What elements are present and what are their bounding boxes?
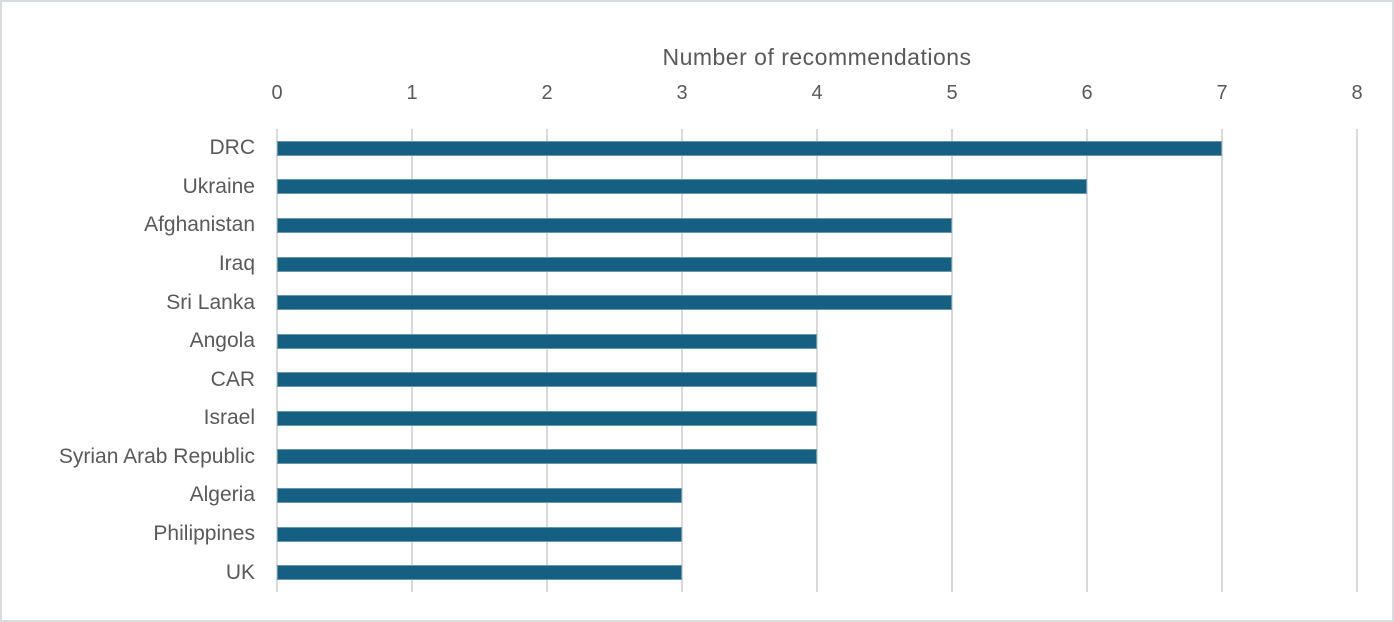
bar — [277, 565, 682, 581]
x-axis: 0 1 2 3 4 5 6 7 8 — [2, 82, 1392, 108]
x-tick-label: 7 — [1216, 82, 1228, 104]
bar — [277, 217, 952, 233]
category-label: Philippines — [153, 522, 255, 546]
category-label: DRC — [209, 136, 256, 160]
gridline — [1221, 129, 1223, 592]
gridline — [1086, 129, 1088, 592]
x-tick-label: 1 — [406, 82, 418, 104]
x-tick-label: 3 — [676, 82, 688, 104]
category-label: Afghanistan — [144, 213, 255, 237]
x-tick-label: 6 — [1081, 82, 1093, 104]
bar — [277, 488, 682, 504]
chart-title: Number of recommendations — [662, 44, 972, 70]
x-tick-label: 4 — [811, 82, 823, 104]
category-label: CAR — [210, 367, 255, 391]
category-label: Ukraine — [182, 174, 255, 198]
y-axis-category-labels: DRC Ukraine Afghanistan Iraq Sri Lanka Angola… — [2, 129, 255, 592]
bar — [277, 372, 817, 388]
bar — [277, 410, 817, 426]
gridline — [681, 129, 683, 592]
category-label: Israel — [203, 406, 255, 430]
x-tick-label: 0 — [271, 82, 283, 104]
x-tick-label: 8 — [1351, 82, 1363, 104]
category-label: Angola — [189, 329, 255, 353]
gridline — [951, 129, 953, 592]
category-label: Sri Lanka — [166, 290, 255, 314]
category-label: Syrian Arab Republic — [58, 444, 255, 468]
x-tick-label: 5 — [946, 82, 958, 104]
gridline — [411, 129, 413, 592]
bar — [277, 526, 682, 542]
category-label: Algeria — [189, 483, 255, 507]
bar — [277, 256, 952, 272]
bar — [277, 333, 817, 349]
gridline — [546, 129, 548, 592]
gridline — [276, 129, 278, 592]
category-label: UK — [225, 560, 255, 584]
bar — [277, 140, 1222, 156]
plot-area — [276, 129, 1358, 592]
gridline — [816, 129, 818, 592]
bar — [277, 179, 1087, 195]
bar — [277, 449, 817, 465]
bar — [277, 295, 952, 311]
category-label: Iraq — [218, 252, 255, 276]
gridline — [1356, 129, 1358, 592]
x-tick-label: 2 — [541, 82, 553, 104]
